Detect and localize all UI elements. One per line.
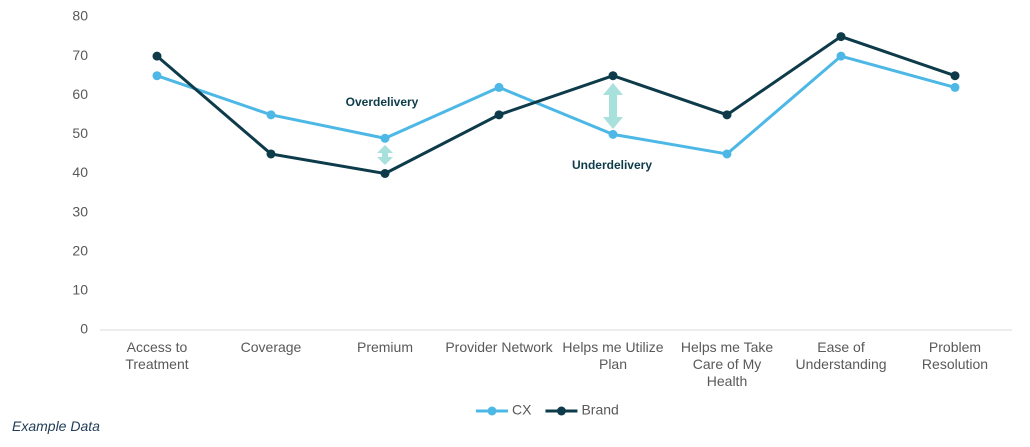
point [722,149,732,159]
point [494,82,504,92]
y-tick-label: 80 [72,8,88,24]
legend-label: Brand [581,402,618,418]
x-tick-label: Problem Resolution [921,339,989,372]
arrow [377,83,623,165]
y-tick-label: 10 [72,282,88,298]
y-tick-label: 0 [80,321,88,337]
y-tick-label: 30 [72,203,88,219]
point [722,110,732,120]
point [950,82,960,92]
legend-label: CX [512,402,532,418]
point [836,51,846,61]
x-tick-label: Coverage [240,339,302,355]
x-tick-label: Provider Network [445,339,553,355]
series [152,32,960,178]
line [156,54,956,156]
legend-marker [487,406,497,416]
y-tick-label: 20 [72,242,88,258]
point [494,110,504,120]
y-tick-label: 70 [72,47,88,63]
annotation: Overdelivery [346,95,419,109]
point [608,71,618,81]
footnote: Example Data [12,418,100,434]
annotation: Underdelivery [572,158,652,172]
x-tick-label: Access to Treatment [125,339,189,372]
point [380,133,390,143]
x-tick-label: Ease of Understanding [795,339,887,372]
point [836,32,846,42]
point [380,169,390,178]
x-tick-label: Helps me Utilize Plan [562,339,664,372]
point [266,149,276,159]
point [950,71,960,81]
point [266,110,276,120]
series [152,51,960,159]
point [608,129,618,139]
point [152,71,162,81]
point [152,51,162,61]
y-tick-label: 50 [72,125,88,141]
legend-marker [556,406,566,416]
y-tick-label: 60 [72,86,88,102]
y-tick-label: 40 [72,164,88,180]
x-tick-label: Premium [356,339,413,355]
x-tick-label: Helps me Take Care of My Health [680,339,774,389]
line [156,34,956,176]
